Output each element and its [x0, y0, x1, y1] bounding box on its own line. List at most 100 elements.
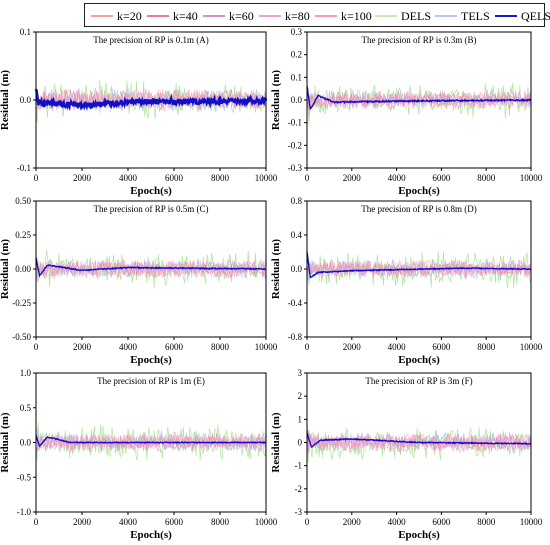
x-axis-label: Epoch(s)	[130, 185, 172, 197]
y-tick-label: 1	[298, 414, 303, 424]
series-qels-line	[35, 257, 267, 278]
y-tick-label: -0.2	[288, 140, 302, 150]
x-tick-label: 4000	[119, 517, 138, 527]
legend-swatch	[203, 15, 225, 17]
y-axis-label: Residual (m)	[0, 412, 11, 473]
x-tick-label: 6000	[165, 173, 184, 183]
x-axis-label: Epoch(s)	[398, 185, 440, 197]
x-tick-label: 0	[305, 342, 310, 352]
x-tick-label: 8000	[477, 342, 496, 352]
legend-swatch	[495, 15, 517, 17]
y-tick-label: -1.0	[17, 507, 32, 517]
y-tick-label: -0.1	[288, 118, 302, 128]
y-tick-label: 0.2	[291, 50, 302, 60]
y-tick-label: 0.5	[20, 403, 32, 413]
x-tick-label: 6000	[432, 517, 451, 527]
chart-title: The precision of RP is 0.3m (B)	[362, 35, 477, 45]
x-axis-label: Epoch(s)	[130, 529, 172, 541]
legend-swatch	[435, 15, 457, 17]
x-axis-label: Epoch(s)	[130, 354, 172, 366]
x-tick-label: 0	[305, 517, 310, 527]
y-tick-label: 0.1	[20, 27, 31, 37]
chart-title: The precision of RP is 1m (E)	[97, 376, 205, 386]
y-tick-label: 0.50	[15, 196, 31, 206]
y-axis-label: Residual (m)	[270, 239, 282, 300]
series-tels-line	[35, 258, 267, 281]
y-tick-label: -0.8	[288, 332, 303, 342]
legend-label: k=20	[117, 9, 142, 23]
y-tick-label: -0.3	[288, 163, 303, 173]
x-tick-label: 0	[34, 517, 39, 527]
legend-swatch	[375, 15, 397, 17]
y-tick-label: -0.4	[288, 298, 303, 308]
y-tick-label: -2	[295, 484, 303, 494]
series-k40-line	[306, 430, 532, 453]
x-tick-label: 10000	[520, 342, 543, 352]
chart-panel-6: 0 2000 4000 6000 8000 10000 -3 -2 -1 0 1 2 3 The prec…	[270, 368, 543, 541]
series-qels-line	[34, 88, 268, 112]
x-tick-label: 2000	[343, 173, 362, 183]
series-k100-line	[35, 432, 267, 453]
chart-panel-2: 0 2000 4000 6000 8000 10000 -0.3 -0.2 -0.1 0.0 0.1…	[270, 27, 543, 197]
x-tick-label: 0	[34, 173, 39, 183]
y-axis-label: Residual (m)	[270, 412, 282, 473]
x-tick-label: 10000	[255, 342, 278, 352]
y-tick-label: 1.0	[20, 368, 32, 378]
y-tick-label: -0.50	[12, 332, 31, 342]
x-tick-label: 8000	[477, 173, 496, 183]
x-tick-label: 6000	[165, 517, 184, 527]
legend-label: k=60	[229, 9, 254, 23]
chart-title: The precision of RP is 0.8m (D)	[361, 204, 476, 214]
series-qels-line	[306, 86, 532, 111]
y-tick-label: 0.8	[291, 196, 303, 206]
x-tick-label: 2000	[343, 517, 362, 527]
x-tick-label: 4000	[388, 173, 407, 183]
x-tick-label: 4000	[119, 342, 138, 352]
x-tick-label: 2000	[343, 342, 362, 352]
series-k40-line	[35, 432, 267, 453]
y-tick-label: 0.25	[15, 230, 31, 240]
x-tick-label: 6000	[432, 342, 451, 352]
y-tick-label: -0.25	[12, 298, 31, 308]
legend-label: TELS	[461, 9, 490, 23]
y-tick-label: 2	[298, 391, 303, 401]
x-axis-label: Epoch(s)	[398, 529, 440, 541]
x-tick-label: 2000	[73, 173, 92, 183]
series-qels-line	[35, 435, 267, 448]
y-tick-label: -0.1	[17, 163, 31, 173]
x-tick-label: 0	[305, 173, 310, 183]
x-tick-label: 10000	[520, 517, 543, 527]
legend-label: k=80	[285, 9, 310, 23]
legend-swatch	[91, 15, 113, 17]
x-tick-label: 0	[34, 342, 39, 352]
chart-panel-3: 0 2000 4000 6000 8000 10000 -0.50 -0.25 0.00 0.25…	[0, 196, 278, 366]
x-tick-label: 2000	[73, 517, 92, 527]
x-tick-label: 4000	[388, 342, 407, 352]
x-tick-label: 10000	[255, 173, 278, 183]
chart-title: The precision of RP is 0.1m (A)	[93, 35, 208, 45]
x-tick-label: 8000	[211, 173, 230, 183]
y-tick-label: -1	[295, 461, 303, 471]
y-axis-label: Residual (m)	[270, 70, 282, 131]
x-tick-label: 2000	[73, 342, 92, 352]
chart-panel-5: 0 2000 4000 6000 8000 10000 -1.0 -0.5 0.0 0.5 1.0 T…	[0, 368, 278, 541]
y-tick-label: 0.00	[15, 264, 31, 274]
legend-label: QELS	[521, 9, 550, 23]
legend-label: DELS	[401, 9, 431, 23]
legend-label: k=40	[173, 9, 198, 23]
chart-panel-1: 0 2000 4000 6000 8000 10000 -0.1 0.0 0.1 The prec…	[0, 27, 278, 197]
y-tick-label: 0.0	[20, 95, 32, 105]
x-tick-label: 6000	[432, 173, 451, 183]
series-qels-line	[306, 251, 531, 279]
series-qels-line	[306, 432, 532, 448]
series-k40-line	[306, 90, 532, 119]
x-tick-label: 10000	[520, 173, 543, 183]
x-axis-label: Epoch(s)	[398, 354, 440, 366]
x-tick-label: 8000	[211, 517, 230, 527]
y-tick-label: 0.1	[291, 72, 302, 82]
x-tick-label: 8000	[211, 342, 230, 352]
y-axis-label: Residual (m)	[0, 70, 11, 131]
y-tick-label: 0	[298, 438, 303, 448]
y-tick-label: -0.5	[17, 472, 32, 482]
